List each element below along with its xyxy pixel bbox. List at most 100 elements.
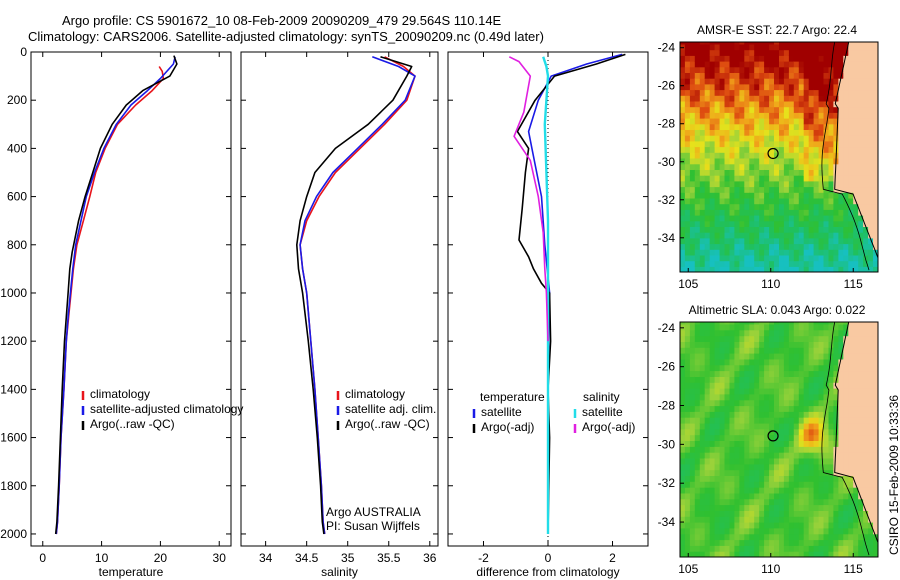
map-cell (729, 175, 735, 182)
map-cell (783, 463, 790, 471)
map-cell (873, 452, 878, 459)
map-cell (818, 516, 825, 523)
map-cell (818, 382, 825, 389)
map-cell (863, 118, 869, 125)
map-cell (739, 55, 745, 62)
map-cell (769, 428, 775, 436)
map-cell (699, 341, 706, 348)
map-cell (843, 112, 849, 119)
map-cell (853, 209, 859, 216)
map-cell (694, 135, 701, 142)
map-cell (798, 423, 805, 430)
map-cell (793, 440, 800, 447)
map-cell (734, 55, 740, 62)
map-cell (868, 458, 874, 465)
map-cell (813, 100, 820, 108)
map-cell (744, 243, 750, 250)
map-cell (684, 428, 691, 436)
map-cell (793, 72, 800, 79)
map-cell (828, 551, 834, 557)
map-cell (764, 226, 770, 233)
map-cell (868, 266, 874, 272)
map-cell (744, 100, 750, 108)
map-cell (709, 452, 716, 459)
map-cell (838, 370, 844, 377)
map-cell (878, 470, 884, 476)
map-cell (779, 226, 785, 233)
map-cell (779, 220, 785, 227)
map-cell (694, 249, 701, 256)
map-cell (734, 118, 740, 125)
map-cell (769, 146, 775, 153)
map-cell (774, 323, 780, 331)
map-cell (709, 152, 716, 159)
map-cell (739, 322, 745, 325)
map-cell (724, 492, 730, 500)
map-cell (833, 399, 839, 407)
map-cell (709, 539, 716, 546)
map-cell (813, 215, 820, 222)
map-cell (739, 249, 745, 256)
map-cell (878, 522, 884, 528)
map-cell (714, 169, 721, 176)
map-cell (694, 487, 701, 494)
map-cell (853, 440, 859, 447)
map-cell (724, 463, 730, 471)
map-cell (734, 428, 740, 436)
map-cell (868, 452, 874, 459)
map-cell (863, 215, 869, 222)
map-cell (694, 329, 701, 337)
map-cell (813, 492, 820, 500)
map-cell (719, 146, 726, 153)
map-cell (828, 353, 834, 360)
map-cell (793, 539, 800, 546)
map-cell (709, 522, 716, 529)
map-cell (858, 180, 864, 188)
map-cell (719, 49, 726, 56)
map-cell (863, 43, 869, 51)
map-cell (803, 197, 810, 205)
map-cell (878, 505, 884, 511)
map-cell (808, 393, 815, 401)
map-cell (813, 61, 820, 68)
map-cell (833, 61, 839, 68)
map-cell (823, 347, 829, 354)
map-cell (749, 323, 755, 331)
map-cell (858, 405, 864, 412)
map-cell (848, 353, 854, 360)
map-cell (764, 399, 770, 407)
map-cell (803, 192, 810, 199)
map-cell (714, 498, 721, 506)
map-cell (833, 358, 839, 366)
map-cell (714, 118, 721, 125)
map-cell (873, 175, 878, 182)
map-cell (793, 428, 800, 436)
map-cell (803, 100, 810, 108)
map-cell (833, 539, 839, 546)
map-cell (759, 197, 765, 205)
map-cell (680, 249, 686, 256)
map-cell (684, 226, 691, 233)
map-cell (680, 423, 686, 430)
map-cell (724, 135, 730, 142)
map-cell (694, 243, 701, 250)
map-cell (689, 522, 696, 529)
map-cell (704, 266, 711, 272)
map-cell (793, 522, 800, 529)
map-cell (694, 335, 701, 342)
map-cell (803, 353, 810, 360)
map-cell (739, 243, 745, 250)
map-cell (853, 411, 859, 418)
map-cell (704, 428, 711, 436)
map-cell (714, 347, 721, 354)
map-cell (744, 487, 750, 494)
map-cell (759, 169, 765, 176)
map-cell (689, 329, 696, 337)
map-cell (823, 78, 829, 85)
map-cell (848, 55, 854, 62)
map-cell (813, 42, 820, 45)
map-cell (714, 89, 721, 96)
map-cell (828, 106, 834, 113)
map-cell (729, 158, 735, 165)
map-cell (739, 66, 745, 73)
